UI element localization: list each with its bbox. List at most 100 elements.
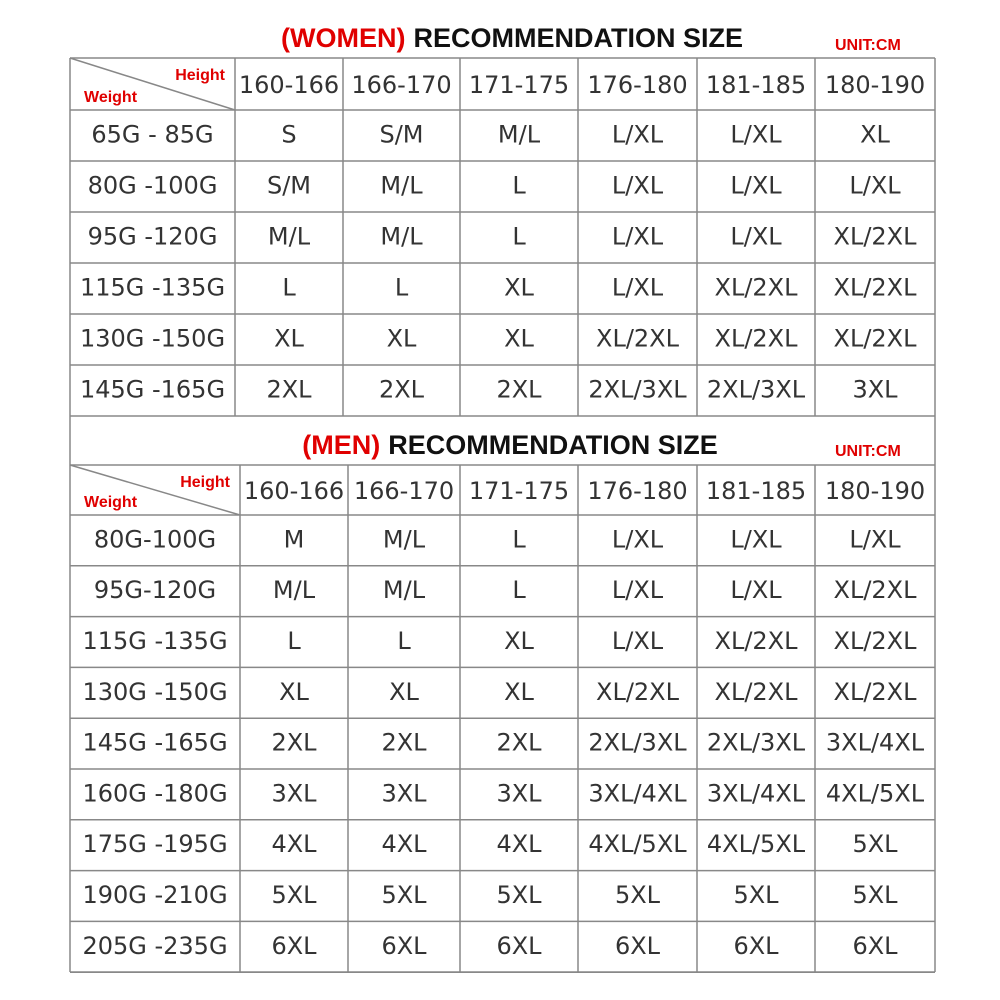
- size-cell: M/L: [383, 576, 426, 604]
- column-header: 176-180: [587, 71, 687, 99]
- size-cell: L/XL: [730, 121, 782, 149]
- size-cell: 6XL: [615, 932, 661, 960]
- size-cell: L: [512, 576, 526, 604]
- size-cell: M/L: [380, 223, 423, 251]
- row-label: 205G -235G: [82, 932, 227, 960]
- size-cell: 3XL: [852, 376, 898, 404]
- size-cell: 3XL: [381, 779, 427, 807]
- size-cell: L/XL: [612, 121, 664, 149]
- men-title: (MEN) RECOMMENDATION SIZE: [302, 430, 717, 460]
- size-cell: L: [512, 172, 526, 200]
- size-cell: 4XL/5XL: [588, 830, 687, 858]
- row-label: 160G -180G: [82, 779, 227, 807]
- size-cell: L: [395, 274, 409, 302]
- corner-height: Height: [175, 67, 225, 84]
- size-cell: XL/2XL: [715, 274, 799, 302]
- size-cell: 6XL: [496, 932, 542, 960]
- column-header: 180-190: [825, 71, 925, 99]
- column-header: 176-180: [587, 477, 687, 505]
- size-cell: 5XL: [852, 830, 898, 858]
- size-cell: 4XL: [271, 830, 317, 858]
- size-cell: 4XL/5XL: [826, 779, 925, 807]
- size-cell: 2XL: [271, 729, 317, 757]
- size-cell: L/XL: [730, 576, 782, 604]
- size-cell: 2XL: [496, 376, 542, 404]
- size-cell: M/L: [498, 121, 541, 149]
- column-header: 181-185: [706, 71, 806, 99]
- size-cell: XL/2XL: [715, 678, 799, 706]
- size-cell: XL/2XL: [715, 325, 799, 353]
- size-cell: XL: [279, 678, 309, 706]
- column-header: 160-166: [239, 71, 339, 99]
- size-cell: XL/2XL: [834, 576, 918, 604]
- size-cell: XL: [504, 678, 534, 706]
- size-cell: 3XL: [271, 779, 317, 807]
- corner-height: Height: [180, 474, 230, 491]
- size-cell: 2XL/3XL: [707, 729, 806, 757]
- row-label: 95G -120G: [88, 223, 218, 251]
- column-header: 166-170: [354, 477, 454, 505]
- size-cell: 5XL: [271, 881, 317, 909]
- size-cell: L/XL: [612, 274, 664, 302]
- size-cell: XL: [274, 325, 304, 353]
- size-cell: 2XL: [496, 729, 542, 757]
- corner-weight: Weight: [84, 494, 138, 511]
- size-cell: L: [282, 274, 296, 302]
- size-cell: XL: [504, 274, 534, 302]
- size-cell: XL/2XL: [834, 678, 918, 706]
- size-cell: L/XL: [730, 172, 782, 200]
- size-cell: XL/2XL: [834, 627, 918, 655]
- column-header: 171-175: [469, 477, 569, 505]
- size-cell: M/L: [383, 525, 426, 553]
- size-cell: 4XL/5XL: [707, 830, 806, 858]
- row-label: 130G -150G: [82, 678, 227, 706]
- row-label: 65G - 85G: [91, 121, 213, 149]
- size-cell: L/XL: [612, 525, 664, 553]
- size-cell: M/L: [273, 576, 316, 604]
- diagonal: [69, 464, 241, 516]
- size-cell: XL: [504, 627, 534, 655]
- title-rest: RECOMMENDATION SIZE: [388, 430, 718, 460]
- row-label: 80G-100G: [94, 525, 216, 553]
- size-cell: 5XL: [852, 881, 898, 909]
- size-cell: 4XL: [381, 830, 427, 858]
- size-cell: 3XL: [496, 779, 542, 807]
- size-cell: 4XL: [496, 830, 542, 858]
- size-cell: 6XL: [733, 932, 779, 960]
- size-cell: 3XL/4XL: [826, 729, 925, 757]
- title-highlight: (WOMEN): [281, 23, 405, 53]
- size-cell: L/XL: [612, 172, 664, 200]
- size-cell: XL/2XL: [596, 678, 680, 706]
- women-title: (WOMEN) RECOMMENDATION SIZE: [281, 23, 743, 53]
- row-label: 175G -195G: [82, 830, 227, 858]
- size-cell: 3XL/4XL: [588, 779, 687, 807]
- size-cell: L/XL: [730, 525, 782, 553]
- row-label: 115G -135G: [80, 274, 225, 302]
- size-cell: XL: [389, 678, 419, 706]
- row-label: 190G -210G: [82, 881, 227, 909]
- size-cell: 6XL: [381, 932, 427, 960]
- size-cell: 2XL: [379, 376, 425, 404]
- size-cell: M/L: [268, 223, 311, 251]
- row-label: 145G -165G: [82, 729, 227, 757]
- title-highlight: (MEN): [302, 430, 380, 460]
- size-cell: L: [512, 525, 526, 553]
- size-cell: XL/2XL: [834, 325, 918, 353]
- column-header: 181-185: [706, 477, 806, 505]
- size-cell: L/XL: [612, 576, 664, 604]
- unit: UNIT:CM: [835, 443, 901, 460]
- diagonal: [69, 57, 236, 111]
- size-cell: M/L: [380, 172, 423, 200]
- row-label: 115G -135G: [82, 627, 227, 655]
- size-cell: 2XL/3XL: [588, 729, 687, 757]
- size-cell: 2XL/3XL: [707, 376, 806, 404]
- column-header: 171-175: [469, 71, 569, 99]
- size-cell: 6XL: [852, 932, 898, 960]
- size-cell: L/XL: [612, 627, 664, 655]
- row-label: 95G-120G: [94, 576, 216, 604]
- row-label: 80G -100G: [88, 172, 218, 200]
- size-cell: L/XL: [612, 223, 664, 251]
- size-cell: 5XL: [733, 881, 779, 909]
- size-cell: XL: [860, 121, 890, 149]
